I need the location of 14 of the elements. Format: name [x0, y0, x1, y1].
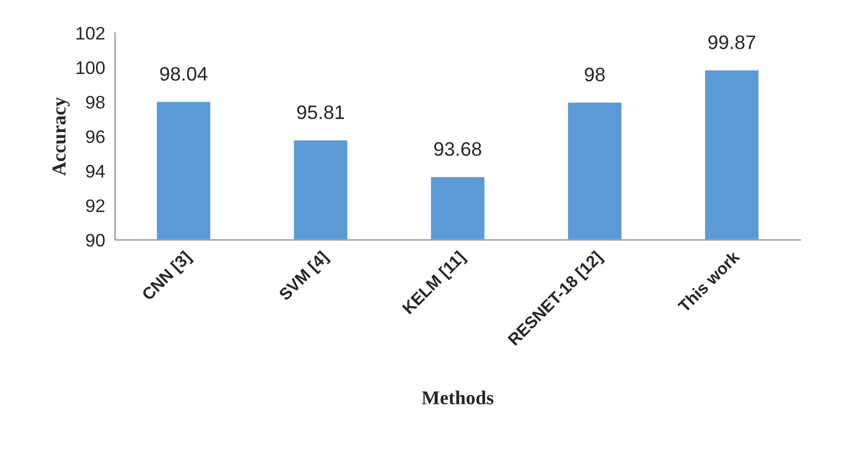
data-label: 98.04 — [160, 66, 208, 81]
data-label: 95.81 — [297, 105, 344, 120]
y-tick-label: 92 — [86, 199, 104, 212]
y-tick-label: 102 — [76, 26, 104, 40]
y-tick-label: 96 — [86, 130, 105, 144]
y-tick-label: 98 — [86, 96, 105, 109]
data-label: 98 — [584, 68, 605, 82]
y-axis-title: Accuracy — [52, 97, 70, 176]
y-tick-label: 90 — [86, 234, 105, 247]
y-tick-label: 100 — [76, 61, 105, 74]
x-axis-title: Methods — [422, 390, 494, 404]
data-label: 99.87 — [708, 35, 756, 50]
y-tick-label: 94 — [86, 164, 105, 178]
data-label: 93.68 — [434, 142, 482, 156]
